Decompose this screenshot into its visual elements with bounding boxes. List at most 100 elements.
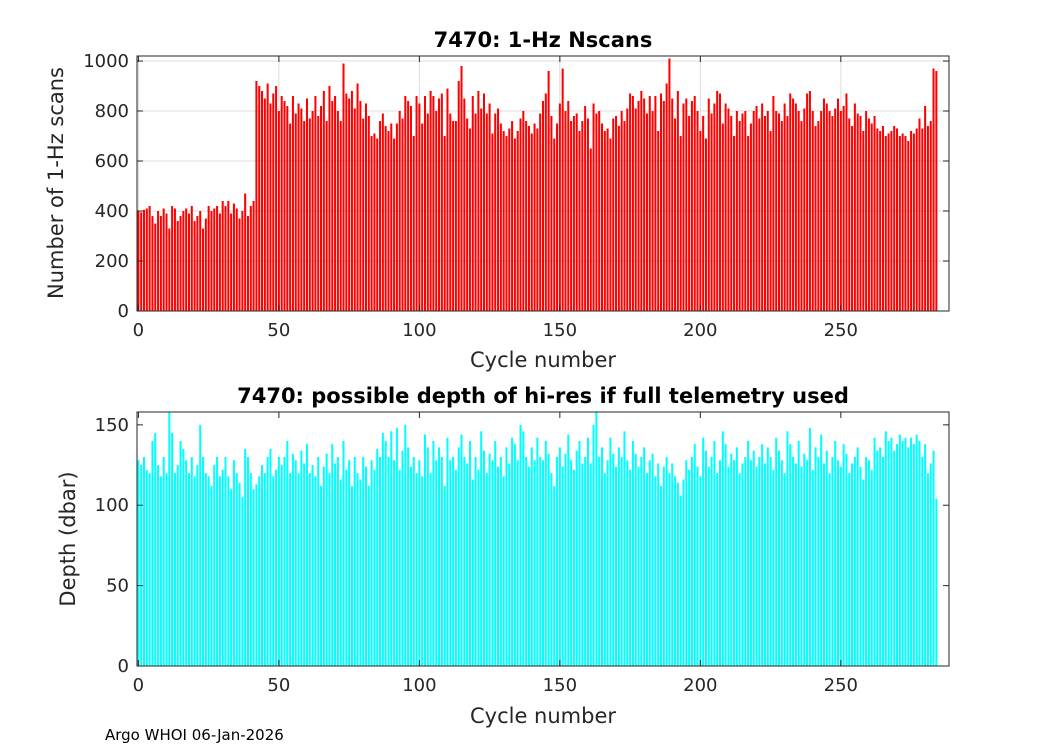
depth-bar	[570, 460, 573, 666]
nscans-bar	[761, 103, 764, 311]
nscans-bar	[716, 91, 719, 311]
depth-bar	[794, 463, 797, 666]
depth-bar	[308, 473, 311, 666]
depth-bar	[297, 473, 300, 666]
nscans-bar	[741, 113, 744, 311]
nscans-bar	[513, 138, 516, 311]
nscans-bar	[325, 121, 328, 311]
nscans-bar	[887, 133, 890, 311]
nscans-bar	[398, 111, 401, 311]
depth-bar	[558, 447, 561, 666]
nscans-bar	[210, 211, 213, 311]
nscans-bar	[856, 113, 859, 311]
depth-bar	[294, 460, 297, 666]
nscans-bar	[907, 141, 910, 311]
depth-bar	[202, 457, 205, 666]
depth-bar	[550, 473, 553, 666]
depth-bar	[634, 453, 637, 666]
depth-bar	[449, 460, 452, 666]
depth-bar	[199, 424, 202, 666]
nscans-bar	[727, 108, 730, 311]
depth-bar	[859, 466, 862, 666]
depth-bar	[586, 437, 589, 666]
depth-bar	[499, 457, 502, 666]
depth-bar	[168, 412, 171, 666]
nscans-bar	[322, 91, 325, 311]
nscans-bar	[157, 211, 160, 311]
depth-bar	[379, 457, 382, 666]
depth-bar	[735, 447, 738, 666]
depth-bar	[137, 460, 140, 666]
depth-bar	[848, 473, 851, 666]
nscans-xtick-label: 50	[267, 320, 290, 341]
nscans-bar	[387, 131, 390, 311]
nscans-bar	[404, 96, 407, 311]
depth-bar	[269, 448, 272, 666]
nscans-bar	[460, 66, 463, 311]
depth-bar	[210, 485, 213, 666]
nscans-bar	[881, 126, 884, 311]
nscans-bar	[752, 111, 755, 311]
nscans-bar	[463, 98, 466, 311]
nscans-xlabel: Cycle number	[470, 348, 616, 372]
nscans-bar	[440, 93, 443, 311]
nscans-bar	[204, 218, 207, 311]
nscans-bar	[336, 111, 339, 311]
depth-bar	[148, 473, 151, 666]
depth-bar	[615, 466, 618, 666]
depth-bar	[592, 424, 595, 666]
depth-bar	[637, 466, 640, 666]
nscans-bar	[912, 133, 915, 311]
depth-bar	[929, 463, 932, 666]
depth-bar	[567, 434, 570, 666]
nscans-bar	[749, 123, 752, 311]
nscans-bar	[598, 111, 601, 311]
nscans-bar	[915, 128, 918, 311]
depth-bar	[845, 453, 848, 666]
depth-bar	[932, 450, 935, 666]
depth-bar	[654, 476, 657, 666]
nscans-bar	[637, 101, 640, 311]
depth-chart: 0 50 100 150 200 250 0 50 100 150 7470: possible …	[56, 384, 950, 728]
depth-bar	[800, 466, 803, 666]
depth-bar	[865, 457, 868, 666]
depth-bar	[407, 447, 410, 666]
nscans-bar	[609, 138, 612, 311]
depth-bar	[193, 476, 196, 666]
depth-bar	[488, 453, 491, 666]
depth-bar	[398, 469, 401, 666]
depth-ytick-label: 100	[95, 495, 129, 516]
nscans-bar	[297, 103, 300, 311]
nscans-bar	[755, 106, 758, 311]
nscans-ytick-label: 200	[95, 251, 129, 272]
nscans-bar	[550, 116, 553, 311]
depth-bar	[289, 473, 292, 666]
depth-title: 7470: possible depth of hi-res if full t…	[237, 384, 849, 408]
nscans-bar	[668, 58, 671, 311]
depth-bar	[910, 437, 913, 666]
depth-bar	[606, 460, 609, 666]
nscans-bar	[536, 128, 539, 311]
depth-bar	[696, 466, 699, 666]
nscans-bar	[794, 103, 797, 311]
nscans-bar	[370, 136, 373, 311]
nscans-bar	[935, 71, 938, 311]
nscans-bar	[586, 118, 589, 311]
depth-bar	[241, 497, 244, 666]
depth-axes-frame	[136, 411, 950, 667]
nscans-bar	[595, 113, 598, 311]
nscans-bar	[539, 113, 542, 311]
nscans-bar	[168, 228, 171, 311]
nscans-bar	[719, 93, 722, 311]
nscans-xtick-label: 0	[133, 320, 144, 341]
depth-xtick-label: 200	[683, 675, 717, 696]
nscans-bar	[851, 126, 854, 311]
depth-bar	[867, 460, 870, 666]
nscans-bar	[390, 123, 393, 311]
nscans-bar	[159, 216, 162, 311]
nscans-bar	[421, 123, 424, 311]
depth-bar	[660, 485, 663, 666]
nscans-bar	[171, 206, 174, 311]
depth-xtick-label: 0	[133, 675, 144, 696]
depth-bar	[755, 466, 758, 666]
